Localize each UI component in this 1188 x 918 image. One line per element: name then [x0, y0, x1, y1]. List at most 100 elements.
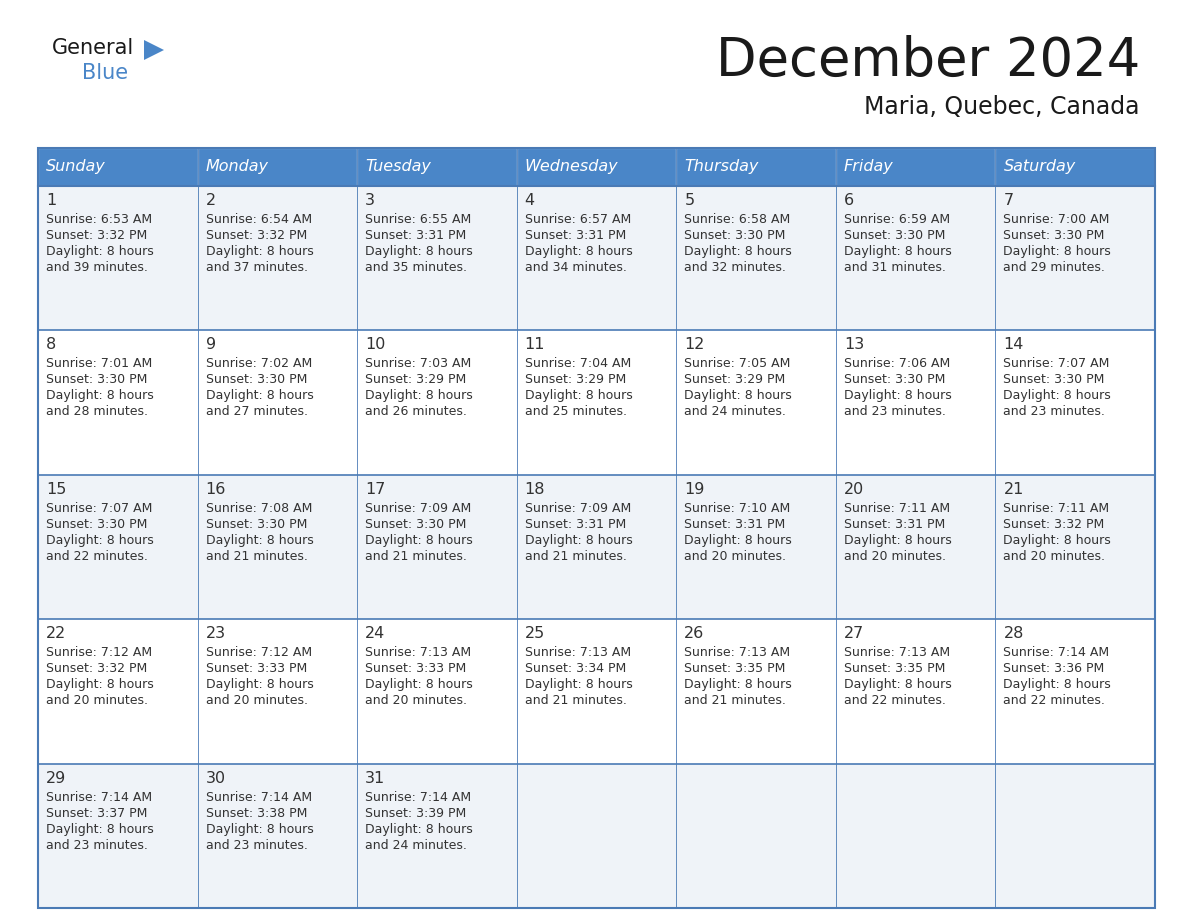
Text: Sunday: Sunday [46, 160, 106, 174]
Text: Sunset: 3:30 PM: Sunset: 3:30 PM [206, 518, 307, 531]
Bar [517, 620, 676, 764]
Text: Sunrise: 6:53 AM: Sunrise: 6:53 AM [46, 213, 152, 226]
Text: Sunrise: 7:07 AM: Sunrise: 7:07 AM [46, 502, 152, 515]
Text: Sunset: 3:37 PM: Sunset: 3:37 PM [46, 807, 147, 820]
Text: Sunrise: 7:11 AM: Sunrise: 7:11 AM [843, 502, 950, 515]
Text: and 28 minutes.: and 28 minutes. [46, 406, 148, 419]
Text: Sunrise: 7:13 AM: Sunrise: 7:13 AM [525, 646, 631, 659]
Text: and 24 minutes.: and 24 minutes. [365, 839, 467, 852]
Text: Sunset: 3:35 PM: Sunset: 3:35 PM [843, 662, 946, 676]
Text: Daylight: 8 hours: Daylight: 8 hours [365, 533, 473, 547]
Text: and 20 minutes.: and 20 minutes. [684, 550, 786, 563]
Text: Sunrise: 7:03 AM: Sunrise: 7:03 AM [365, 357, 472, 370]
Text: and 32 minutes.: and 32 minutes. [684, 261, 786, 274]
Bar [836, 330, 996, 475]
Bar [197, 620, 358, 764]
Text: 9: 9 [206, 338, 216, 353]
Text: 11: 11 [525, 338, 545, 353]
Text: 4: 4 [525, 193, 535, 208]
Text: and 34 minutes.: and 34 minutes. [525, 261, 626, 274]
Text: Blue: Blue [82, 63, 128, 83]
Bar [996, 764, 1155, 908]
Text: and 20 minutes.: and 20 minutes. [1004, 550, 1105, 563]
Text: and 23 minutes.: and 23 minutes. [206, 839, 308, 852]
Text: Wednesday: Wednesday [525, 160, 618, 174]
Bar [836, 620, 996, 764]
Text: Sunset: 3:30 PM: Sunset: 3:30 PM [843, 229, 946, 242]
Bar [197, 330, 358, 475]
Text: and 21 minutes.: and 21 minutes. [525, 694, 626, 707]
Text: and 31 minutes.: and 31 minutes. [843, 261, 946, 274]
Text: Sunrise: 7:12 AM: Sunrise: 7:12 AM [46, 646, 152, 659]
Bar [996, 475, 1155, 620]
Text: Daylight: 8 hours: Daylight: 8 hours [843, 245, 952, 258]
Bar [996, 148, 1155, 186]
Text: 2: 2 [206, 193, 216, 208]
Text: 6: 6 [843, 193, 854, 208]
Text: Daylight: 8 hours: Daylight: 8 hours [206, 823, 314, 835]
Text: Daylight: 8 hours: Daylight: 8 hours [206, 245, 314, 258]
Text: Daylight: 8 hours: Daylight: 8 hours [365, 389, 473, 402]
Bar [676, 764, 836, 908]
Text: 26: 26 [684, 626, 704, 641]
Text: Daylight: 8 hours: Daylight: 8 hours [206, 533, 314, 547]
Text: Sunset: 3:38 PM: Sunset: 3:38 PM [206, 807, 307, 820]
Bar [676, 148, 836, 186]
Bar [996, 186, 1155, 330]
Text: and 20 minutes.: and 20 minutes. [365, 694, 467, 707]
Text: Sunset: 3:32 PM: Sunset: 3:32 PM [46, 662, 147, 676]
Text: Sunrise: 7:13 AM: Sunrise: 7:13 AM [684, 646, 790, 659]
Bar [517, 764, 676, 908]
Text: Sunset: 3:31 PM: Sunset: 3:31 PM [684, 518, 785, 531]
Text: Sunset: 3:33 PM: Sunset: 3:33 PM [206, 662, 307, 676]
Text: Daylight: 8 hours: Daylight: 8 hours [46, 245, 153, 258]
Bar [38, 186, 197, 330]
Bar [996, 330, 1155, 475]
Text: Sunrise: 7:02 AM: Sunrise: 7:02 AM [206, 357, 311, 370]
Bar [38, 764, 197, 908]
Bar [517, 475, 676, 620]
Text: Sunset: 3:31 PM: Sunset: 3:31 PM [843, 518, 946, 531]
Text: Sunset: 3:30 PM: Sunset: 3:30 PM [1004, 374, 1105, 386]
Bar [676, 186, 836, 330]
Text: Daylight: 8 hours: Daylight: 8 hours [843, 678, 952, 691]
Text: Sunrise: 7:13 AM: Sunrise: 7:13 AM [843, 646, 950, 659]
Text: and 21 minutes.: and 21 minutes. [525, 550, 626, 563]
Text: 15: 15 [46, 482, 67, 497]
Bar [517, 330, 676, 475]
Text: Sunset: 3:30 PM: Sunset: 3:30 PM [1004, 229, 1105, 242]
Text: Daylight: 8 hours: Daylight: 8 hours [365, 245, 473, 258]
Text: 8: 8 [46, 338, 56, 353]
Text: 16: 16 [206, 482, 226, 497]
Text: Sunset: 3:29 PM: Sunset: 3:29 PM [525, 374, 626, 386]
Text: and 21 minutes.: and 21 minutes. [684, 694, 786, 707]
Text: Daylight: 8 hours: Daylight: 8 hours [1004, 389, 1111, 402]
Bar [197, 186, 358, 330]
Text: Tuesday: Tuesday [365, 160, 431, 174]
Text: Sunrise: 7:08 AM: Sunrise: 7:08 AM [206, 502, 312, 515]
Text: Sunset: 3:30 PM: Sunset: 3:30 PM [684, 229, 785, 242]
Text: Sunrise: 7:11 AM: Sunrise: 7:11 AM [1004, 502, 1110, 515]
Text: Sunset: 3:36 PM: Sunset: 3:36 PM [1004, 662, 1105, 676]
Text: and 35 minutes.: and 35 minutes. [365, 261, 467, 274]
Bar [358, 330, 517, 475]
Text: Daylight: 8 hours: Daylight: 8 hours [1004, 678, 1111, 691]
Text: Sunset: 3:32 PM: Sunset: 3:32 PM [206, 229, 307, 242]
Text: 20: 20 [843, 482, 864, 497]
Text: 5: 5 [684, 193, 695, 208]
Text: and 26 minutes.: and 26 minutes. [365, 406, 467, 419]
Bar [836, 148, 996, 186]
Bar [358, 764, 517, 908]
Text: Sunrise: 6:59 AM: Sunrise: 6:59 AM [843, 213, 950, 226]
Text: Sunrise: 7:13 AM: Sunrise: 7:13 AM [365, 646, 472, 659]
Text: Daylight: 8 hours: Daylight: 8 hours [1004, 533, 1111, 547]
Text: Sunrise: 7:14 AM: Sunrise: 7:14 AM [365, 790, 472, 803]
Text: 7: 7 [1004, 193, 1013, 208]
Text: 31: 31 [365, 770, 385, 786]
Text: and 23 minutes.: and 23 minutes. [1004, 406, 1105, 419]
Bar [676, 620, 836, 764]
Bar [358, 148, 517, 186]
Text: Sunset: 3:29 PM: Sunset: 3:29 PM [365, 374, 467, 386]
Bar [836, 475, 996, 620]
Text: 30: 30 [206, 770, 226, 786]
